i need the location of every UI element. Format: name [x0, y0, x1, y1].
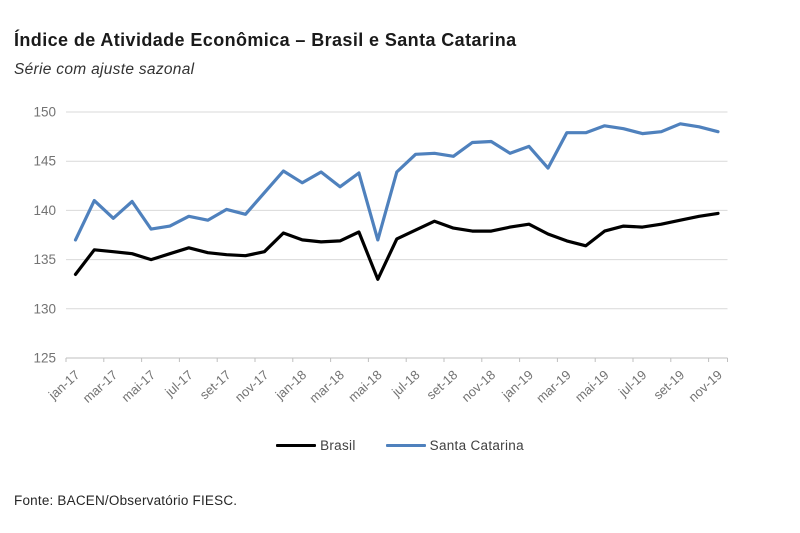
svg-text:135: 135: [33, 252, 56, 267]
source-note: Fonte: BACEN/Observatório FIESC.: [14, 493, 238, 508]
svg-text:set-18: set-18: [424, 367, 461, 402]
svg-text:jan-19: jan-19: [498, 367, 536, 403]
svg-text:145: 145: [33, 154, 56, 169]
chart-title: Índice de Atividade Econômica – Brasil e…: [14, 30, 517, 50]
legend-label-brasil: Brasil: [320, 438, 356, 453]
svg-text:nov-17: nov-17: [232, 367, 272, 405]
svg-text:150: 150: [33, 105, 56, 120]
svg-text:jan-18: jan-18: [272, 367, 310, 403]
svg-text:jul-18: jul-18: [388, 367, 422, 400]
svg-text:mar-18: mar-18: [306, 367, 347, 406]
svg-text:mar-17: mar-17: [80, 367, 121, 406]
svg-text:jul-17: jul-17: [161, 367, 195, 400]
svg-text:jul-19: jul-19: [615, 367, 649, 400]
svg-text:130: 130: [33, 301, 56, 316]
chart-subtitle: Série com ajuste sazonal: [14, 61, 195, 78]
svg-text:nov-18: nov-18: [459, 367, 499, 405]
svg-text:nov-19: nov-19: [685, 367, 725, 405]
legend-item-brasil: Brasil: [276, 438, 356, 453]
svg-text:set-19: set-19: [650, 367, 687, 402]
svg-text:mai-19: mai-19: [572, 367, 612, 405]
svg-text:set-17: set-17: [197, 367, 234, 402]
svg-text:mai-17: mai-17: [119, 367, 159, 405]
svg-text:jan-17: jan-17: [45, 367, 83, 403]
svg-text:125: 125: [33, 351, 56, 366]
santa-catarina-line-swatch: [385, 443, 426, 448]
legend-label-santa-catarina: Santa Catarina: [429, 438, 524, 453]
svg-text:140: 140: [33, 203, 56, 218]
svg-text:mai-18: mai-18: [345, 367, 385, 405]
svg-text:mar-19: mar-19: [533, 367, 574, 406]
chart-legend: Brasil Santa Catarina: [0, 438, 800, 453]
brasil-line-swatch: [276, 443, 317, 448]
legend-item-santa-catarina: Santa Catarina: [385, 438, 524, 453]
